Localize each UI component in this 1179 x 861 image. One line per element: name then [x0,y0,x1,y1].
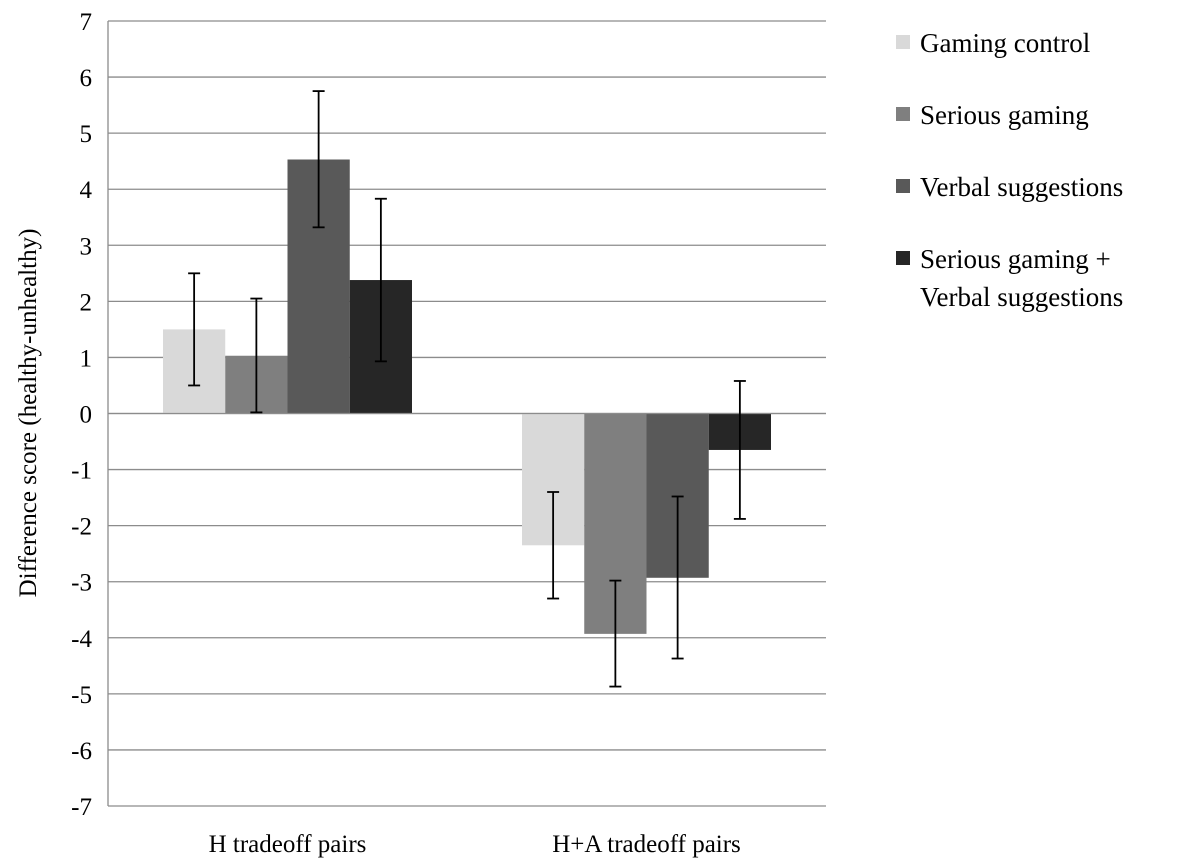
y-tick-label: 7 [80,9,93,36]
legend-swatch [896,107,910,121]
y-tick-label: -6 [71,738,92,765]
legend-label: Serious gaming [920,100,1089,130]
y-tick-label: 0 [80,402,93,429]
y-tick-label: 4 [80,177,93,204]
grid-lines [108,20,826,807]
legend-label: Serious gaming + [920,244,1111,274]
y-tick-label: -4 [71,626,92,653]
y-tick-label: 6 [80,65,93,92]
y-tick-labels: 7 6 5 4 3 2 1 0 -1 -2 -3 -4 -5 -6 -7 [71,9,92,821]
x-category-label: H tradeoff pairs [209,831,367,858]
y-tick-label: 5 [80,121,93,148]
bars [163,159,771,634]
legend-label: Verbal suggestions [920,172,1123,202]
legend-swatch [896,251,910,265]
legend-label: Verbal suggestions [920,282,1123,312]
legend-swatch [896,179,910,193]
y-tick-label: -1 [71,458,92,485]
x-category-label: H+A tradeoff pairs [552,831,741,858]
y-tick-label: 1 [80,345,93,372]
y-tick-label: -3 [71,570,92,597]
axes [107,21,826,806]
x-category-labels: H tradeoff pairs H+A tradeoff pairs [209,831,741,858]
error-bars [188,90,746,688]
y-axis-title: Difference score (healthy-unhealthy) [15,229,42,598]
legend-label: Gaming control [920,28,1090,58]
y-tick-label: -5 [71,682,92,709]
y-tick-label: -2 [71,514,92,541]
legend-swatch [896,35,910,49]
y-tick-label: 3 [80,233,93,260]
y-tick-label: 2 [80,289,93,316]
y-tick-label: -7 [71,794,92,821]
legend: Gaming control Serious gaming Verbal sugge… [896,28,1123,312]
